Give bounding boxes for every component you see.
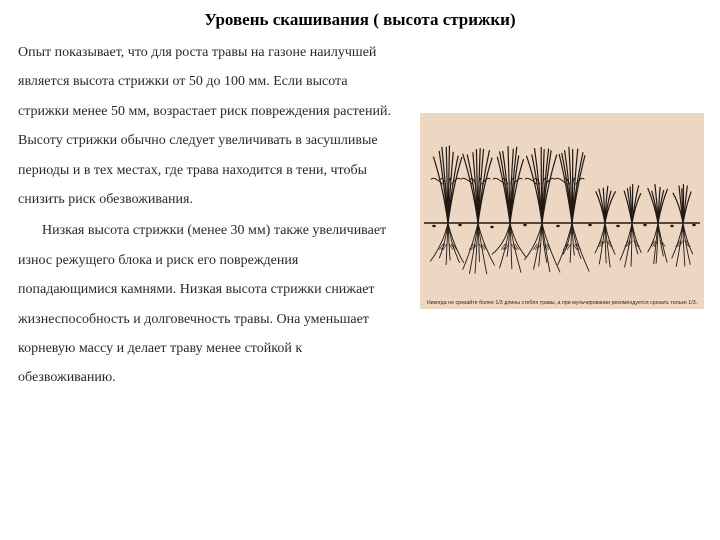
page-title: Уровень скашивания ( высота стрижки)	[0, 10, 720, 30]
grass-svg	[420, 113, 704, 295]
paragraph-2: Низкая высота стрижки (менее 30 мм) такж…	[18, 216, 398, 392]
figure-caption: Никогда не срезайте более 1/3 длины стеб…	[420, 300, 704, 306]
body-text: Опыт показывает, что для роста травы на …	[18, 38, 398, 395]
paragraph-1: Опыт показывает, что для роста травы на …	[18, 38, 398, 214]
grass-diagram: Никогда не срезайте более 1/3 длины стеб…	[420, 113, 704, 309]
